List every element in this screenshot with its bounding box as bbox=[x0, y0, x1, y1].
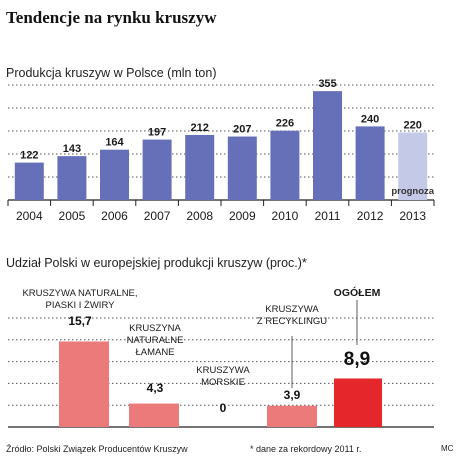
data-label: 355 bbox=[318, 78, 336, 90]
category-label: NATURALNE bbox=[127, 335, 184, 346]
tick-label: 2006 bbox=[101, 209, 128, 223]
category-label: PIASKI I ŻWIRY bbox=[46, 300, 116, 311]
bar bbox=[313, 91, 342, 200]
tick-label: 2011 bbox=[315, 209, 341, 223]
category-label: OGÓŁEM bbox=[334, 286, 381, 299]
data-label: 197 bbox=[148, 127, 166, 139]
bar bbox=[227, 136, 257, 200]
bar bbox=[59, 341, 109, 427]
data-label: 3,9 bbox=[284, 388, 301, 402]
data-label: 240 bbox=[361, 113, 379, 125]
production-bar-chart: 122 2004 143 2005 164 2006 197 2007 212 2008 207 20… bbox=[7, 78, 435, 223]
category-label: MORSKIE bbox=[201, 377, 245, 388]
bar bbox=[355, 126, 385, 200]
bar bbox=[142, 139, 172, 200]
data-label: 207 bbox=[233, 124, 251, 136]
data-label: 4,3 bbox=[147, 381, 164, 395]
category-label: KRUSZYWA NATURALNE, bbox=[22, 288, 137, 299]
tick-label: 2012 bbox=[357, 209, 384, 223]
source-note: Źródło: Polski Związek Producentów Krusz… bbox=[6, 444, 188, 454]
data-label: 8,9 bbox=[344, 349, 370, 370]
category-label: ŁAMANE bbox=[135, 347, 174, 358]
bar bbox=[185, 134, 215, 200]
data-label: 0 bbox=[220, 401, 227, 415]
data-label: 220 bbox=[404, 120, 422, 132]
forecast-annotation: prognoza bbox=[391, 186, 434, 197]
category-label: KRUSZYWA bbox=[196, 365, 250, 376]
bar bbox=[270, 130, 300, 200]
data-label: 15,7 bbox=[68, 314, 92, 328]
bar bbox=[267, 405, 317, 427]
bar bbox=[398, 132, 428, 200]
category-label: KRUSZYWA bbox=[265, 304, 319, 315]
bar bbox=[100, 149, 129, 200]
bar bbox=[334, 378, 382, 427]
production-chart-title: Produkcja kruszyw w Polsce (mln ton) bbox=[6, 66, 217, 80]
tick-label: 2008 bbox=[186, 209, 213, 223]
bar bbox=[129, 403, 179, 427]
share-chart-title: Udział Polski w europejskiej produkcji k… bbox=[6, 256, 307, 270]
tick-label: 2013 bbox=[399, 209, 426, 223]
tick-label: 2007 bbox=[144, 209, 171, 223]
bar bbox=[57, 156, 87, 200]
data-label: 226 bbox=[276, 118, 294, 130]
data-label: 122 bbox=[20, 150, 38, 162]
tick-label: 2004 bbox=[16, 209, 43, 223]
data-label: 143 bbox=[63, 143, 81, 155]
data-label: 212 bbox=[191, 122, 209, 134]
bar bbox=[14, 162, 44, 200]
tick-label: 2010 bbox=[272, 209, 299, 223]
author-signature: MC bbox=[441, 444, 454, 453]
category-label: Z RECYKLINGU bbox=[257, 316, 327, 327]
data-label: 164 bbox=[105, 137, 124, 149]
category-label: KRUSZYNA bbox=[129, 323, 181, 334]
tick-label: 2009 bbox=[229, 209, 256, 223]
tick-label: 2005 bbox=[59, 209, 86, 223]
page-title: Tendencje na rynku kruszyw bbox=[6, 8, 217, 27]
footnote: * dane za rekordowy 2011 r. bbox=[250, 444, 362, 454]
